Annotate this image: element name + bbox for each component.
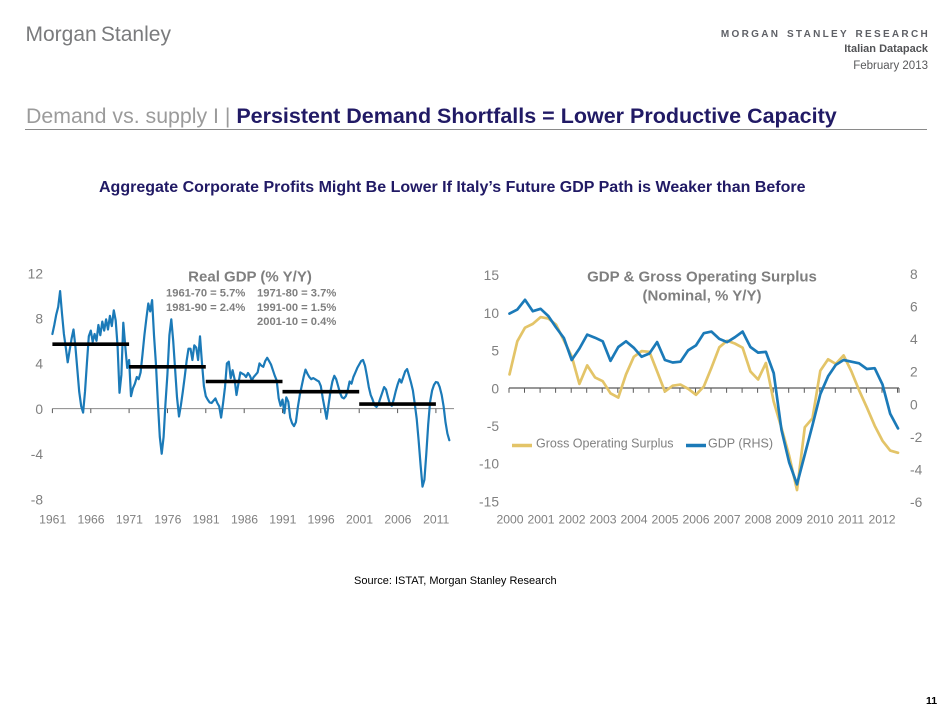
svg-text:1971-80 = 3.7%: 1971-80 = 3.7% (257, 288, 336, 300)
svg-text:1986: 1986 (231, 513, 258, 527)
svg-text:1981: 1981 (193, 513, 220, 527)
svg-text:2001-10 = 0.4%: 2001-10 = 0.4% (257, 316, 336, 328)
svg-text:12: 12 (28, 266, 43, 281)
svg-text:1991: 1991 (269, 513, 296, 527)
svg-text:0: 0 (910, 397, 918, 412)
svg-text:15: 15 (484, 268, 500, 283)
svg-text:2003: 2003 (589, 513, 616, 527)
svg-text:1976: 1976 (154, 513, 181, 527)
svg-text:8: 8 (35, 312, 43, 327)
svg-text:2012: 2012 (868, 513, 895, 527)
svg-text:2004: 2004 (620, 513, 647, 527)
svg-text:-6: -6 (910, 495, 923, 510)
svg-text:5: 5 (491, 344, 499, 359)
svg-text:-4: -4 (910, 462, 923, 477)
svg-text:Gross Operating Surplus: Gross Operating Surplus (536, 437, 674, 451)
svg-text:10: 10 (484, 306, 500, 321)
svg-text:1961: 1961 (39, 513, 66, 527)
svg-text:GDP (RHS): GDP (RHS) (708, 437, 773, 451)
svg-text:4: 4 (35, 357, 43, 372)
svg-text:2000: 2000 (496, 513, 523, 527)
svg-text:0: 0 (491, 381, 499, 396)
svg-text:2008: 2008 (744, 513, 771, 527)
svg-text:1991-00 = 1.5%: 1991-00 = 1.5% (257, 302, 336, 314)
svg-text:1981-90 = 2.4%: 1981-90 = 2.4% (166, 302, 245, 314)
svg-text:2002: 2002 (558, 513, 585, 527)
svg-text:2006: 2006 (682, 513, 709, 527)
svg-text:-10: -10 (479, 457, 499, 472)
svg-text:-2: -2 (910, 430, 922, 445)
svg-text:4: 4 (910, 332, 918, 347)
svg-text:Real GDP (% Y/Y): Real GDP (% Y/Y) (188, 269, 312, 286)
svg-text:-4: -4 (31, 447, 44, 462)
svg-text:2001: 2001 (346, 513, 373, 527)
svg-text:1996: 1996 (308, 513, 335, 527)
svg-text:2001: 2001 (527, 513, 554, 527)
svg-text:0: 0 (35, 402, 43, 417)
svg-text:-5: -5 (487, 419, 500, 434)
svg-text:2005: 2005 (651, 513, 678, 527)
svg-text:(Nominal, % Y/Y): (Nominal, % Y/Y) (643, 288, 762, 305)
svg-text:2010: 2010 (806, 513, 833, 527)
svg-text:2011: 2011 (423, 513, 449, 527)
svg-text:2: 2 (910, 365, 918, 380)
svg-text:-8: -8 (31, 492, 44, 507)
svg-text:6: 6 (910, 300, 918, 315)
svg-text:2006: 2006 (384, 513, 411, 527)
svg-text:-15: -15 (479, 494, 499, 509)
svg-text:1971: 1971 (116, 513, 143, 527)
svg-text:2009: 2009 (775, 513, 802, 527)
svg-text:2011: 2011 (838, 513, 864, 527)
svg-text:GDP & Gross Operating Surplus: GDP & Gross Operating Surplus (587, 269, 817, 286)
svg-text:1961-70 = 5.7%: 1961-70 = 5.7% (166, 288, 245, 300)
svg-text:8: 8 (910, 267, 918, 282)
svg-text:2007: 2007 (713, 513, 740, 527)
svg-text:1966: 1966 (77, 513, 104, 527)
